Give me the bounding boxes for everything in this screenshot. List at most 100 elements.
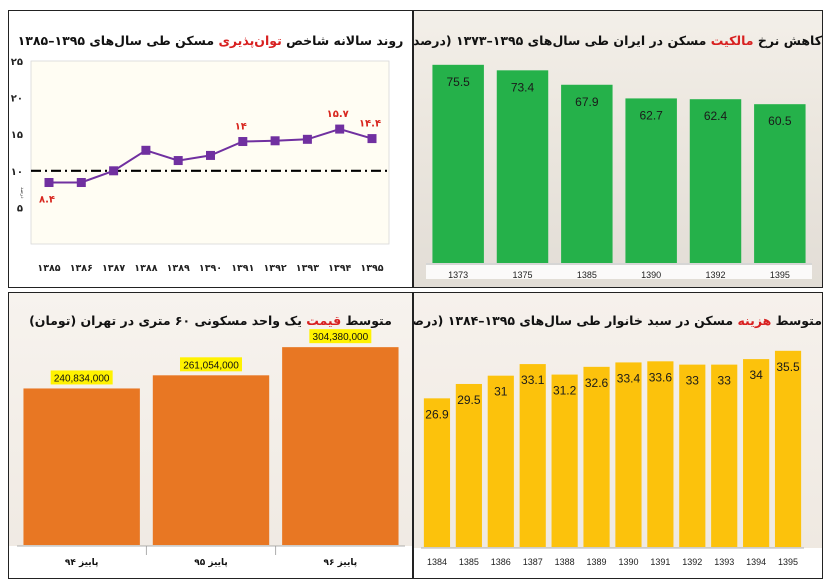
affordability-xtick-label: ۱۳۹۳ <box>296 263 319 274</box>
cost-data-label: 26.9 <box>425 407 449 421</box>
price-chart-title: متوسط قیمت یک واحد مسکونی ۶۰ متری در تهر… <box>9 313 412 328</box>
affordability-xtick-label: ۱۳۹۵ <box>360 263 383 274</box>
cost-data-label: 32.6 <box>585 376 609 390</box>
cost-tick-label: 1388 <box>555 557 575 567</box>
affordability-xtick-label: ۱۳۸۹ <box>167 263 190 274</box>
cost-title-part: متوسط <box>771 313 822 328</box>
price-tick-label: پاییز ۹۵ <box>194 558 228 568</box>
price-bar <box>23 388 140 545</box>
cost-bar <box>743 359 770 547</box>
ownership-bar <box>432 64 484 263</box>
price-title-part: یک واحد مسکونی ۶۰ متری در تهران (تومان) <box>29 313 307 328</box>
ownership-bar <box>754 104 806 263</box>
cost-data-label: 29.5 <box>457 393 481 407</box>
ownership-title-part: کاهش نرخ <box>753 33 822 48</box>
affordability-marker <box>206 150 215 160</box>
affordability-marker <box>238 137 248 147</box>
cost-tick-label: 1393 <box>714 557 734 567</box>
cost-bar <box>774 350 802 547</box>
affordability-title-part: روند سالانه شاخص <box>281 33 404 48</box>
ownership-data-label: 73.4 <box>511 80 535 94</box>
price-chart-plot: 240,834,000 پاییز ۹۴ 261,054,000 پاییز ۹۵ 30… <box>9 329 412 578</box>
cost-title-part: مسکن در سبد خانوار طی سال‌های ۱۳۹۵–۱۳۸۴ … <box>413 313 734 328</box>
affordability-xtick-label: ۱۳۹۰ <box>199 263 222 274</box>
cost-bar <box>615 362 642 547</box>
cost-data-label: 31.2 <box>553 384 577 398</box>
affordability-marker <box>335 124 345 134</box>
cost-data-label: 33.4 <box>617 371 641 385</box>
cost-bar <box>519 364 546 547</box>
affordability-title-part: مسکن طی سال‌های ۱۳۹۵–۱۳۸۵ <box>17 33 219 48</box>
ownership-tick-label: 1390 <box>641 270 661 280</box>
affordability-ytick-label: ۲۰ <box>11 94 23 105</box>
affordability-ytick-label: ۱۵ <box>11 130 23 141</box>
affordability-annotation: ۱۵.۷ <box>327 109 349 120</box>
price-bar <box>282 347 399 545</box>
cost-bar <box>487 375 514 547</box>
affordability-y-axis-label: درصد <box>19 187 25 199</box>
affordability-xtick-label: ۱۳۹۱ <box>231 263 254 274</box>
affordability-annotation: ۱۴ <box>235 122 247 133</box>
cost-data-label: 35.5 <box>776 360 800 374</box>
price-data-label-box <box>50 370 113 385</box>
affordability-chart-plot: ۵ ۱۰ ۱۵ ۲۰ ۲۵ درصد ۱۳۸۵ ۱۳۸۶ ۱۳۸۷ ۱۳۸۸ ۱۳۸۹ ۱۳۹۰ ۱۳۹… <box>11 57 390 274</box>
cost-tick-label: 1392 <box>682 557 702 567</box>
cost-data-label: 31 <box>494 385 508 399</box>
ownership-data-label: 60.5 <box>768 114 792 128</box>
affordability-title-highlight: توان‌پذیری <box>218 33 282 48</box>
price-data-label: 261,054,000 <box>183 360 239 371</box>
ownership-tick-label: 1375 <box>512 270 532 280</box>
price-tick-label: پاییز ۹۴ <box>65 558 99 568</box>
ownership-bar <box>561 84 613 263</box>
cost-chart-title: متوسط هزینه مسکن در سبد خانوار طی سال‌ها… <box>414 313 822 328</box>
ownership-bar <box>625 98 677 263</box>
cost-data-label: 33 <box>686 374 700 388</box>
cost-tick-label: 1389 <box>587 557 607 567</box>
ownership-tick-label: 1373 <box>448 270 468 280</box>
affordability-marker <box>76 178 86 188</box>
ownership-data-label: 75.5 <box>446 75 470 89</box>
cost-bar <box>711 364 738 547</box>
ownership-bar <box>496 70 549 263</box>
affordability-marker <box>367 134 377 144</box>
affordability-xtick-label: ۱۳۸۵ <box>37 263 60 274</box>
price-title-part: متوسط <box>341 313 392 328</box>
affordability-xtick-label: ۱۳۸۷ <box>102 263 125 274</box>
affordability-xtick-label: ۱۳۸۶ <box>70 263 93 274</box>
affordability-marker <box>302 134 312 144</box>
price-tick-label: پاییز ۹۶ <box>324 558 358 568</box>
affordability-ytick-label: ۵ <box>17 203 23 214</box>
price-data-label: 240,834,000 <box>54 373 110 384</box>
price-bar <box>152 375 270 545</box>
ownership-tick-label: 1395 <box>770 270 790 280</box>
price-title-highlight: قیمت <box>306 313 342 328</box>
cost-title-highlight: هزینه <box>737 313 772 328</box>
affordability-marker <box>270 136 280 146</box>
cost-bar <box>647 361 674 547</box>
affordability-xtick-label: ۱۳۹۲ <box>263 263 286 274</box>
affordability-annotation: ۸.۴ <box>39 195 55 206</box>
affordability-marker <box>173 156 183 166</box>
cost-data-label: 33 <box>718 374 732 388</box>
affordability-chart-title: روند سالانه شاخص توان‌پذیری مسکن طی سال‌… <box>9 33 412 48</box>
cost-tick-label: 1385 <box>459 557 479 567</box>
price-chart-panel: متوسط قیمت یک واحد مسکونی ۶۰ متری در تهر… <box>8 292 413 579</box>
affordability-ytick-label: ۱۰ <box>11 167 23 178</box>
cost-axis-band <box>414 548 822 578</box>
affordability-marker <box>109 166 119 176</box>
affordability-xtick-label: ۱۳۹۴ <box>328 263 351 274</box>
cost-bar <box>679 364 706 547</box>
ownership-bar <box>689 99 742 263</box>
ownership-chart-title: کاهش نرخ مالکیت مسکن در ایران طی سال‌های… <box>414 33 822 48</box>
cost-bar <box>423 398 451 547</box>
cost-data-label: 34 <box>749 368 763 382</box>
affordability-chart-panel: روند سالانه شاخص توان‌پذیری مسکن طی سال‌… <box>8 10 413 288</box>
cost-data-label: 33.1 <box>521 373 545 387</box>
cost-bar <box>551 374 578 547</box>
affordability-xtick-label: ۱۳۸۸ <box>134 263 157 274</box>
cost-tick-label: 1390 <box>618 557 638 567</box>
ownership-data-label: 62.7 <box>639 108 663 122</box>
price-data-label-box <box>309 329 372 344</box>
ownership-chart-plot: 75.5 1373 73.4 1375 67.9 1385 62.7 1390 62.4 1392… <box>426 64 812 280</box>
ownership-title-part: مسکن در ایران طی سال‌های ۱۳۹۵–۱۳۷۳ (درصد… <box>413 33 707 48</box>
